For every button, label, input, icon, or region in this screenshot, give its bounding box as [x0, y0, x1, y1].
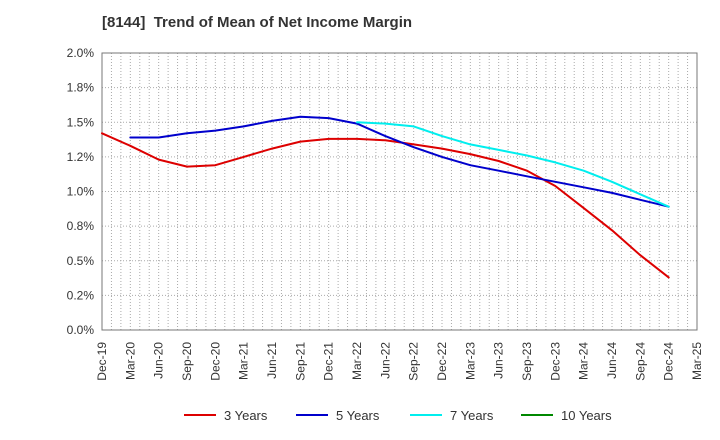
x-tick-label: Mar-22: [350, 342, 364, 380]
y-axis-tick-labels: 0.0% 0.2% 0.5% 0.8% 1.0% 1.2% 1.5% 1.8% 2.0%: [67, 46, 95, 337]
x-tick-label: Jun-23: [492, 342, 506, 379]
x-tick-label: Mar-20: [123, 342, 137, 380]
y-tick-label: 1.2%: [67, 150, 95, 164]
x-axis-tick-labels: Dec-19 Mar-20 Jun-20 Sep-20 Dec-20 Mar-21 Jun-…: [95, 342, 704, 381]
y-tick-label: 0.2%: [67, 288, 95, 302]
series-line-3: [356, 121, 670, 208]
x-tick-label: Mar-23: [463, 342, 477, 380]
x-tick-label: Jun-21: [265, 342, 279, 379]
chart-title: [8144] Trend of Mean of Net Income Margi…: [102, 14, 413, 31]
y-tick-label: 0.8%: [67, 219, 95, 233]
x-tick-label: Dec-23: [548, 342, 562, 381]
y-tick-label: 1.8%: [67, 81, 95, 95]
x-tick-label: Jun-20: [152, 342, 166, 379]
y-tick-label: 2.0%: [67, 46, 95, 60]
x-tick-label: Dec-22: [435, 342, 449, 381]
x-tick-label: Sep-22: [407, 342, 421, 381]
x-tick-label: Jun-24: [605, 342, 619, 379]
x-tick-label: Dec-19: [95, 342, 109, 381]
y-tick-label: 1.5%: [67, 115, 95, 129]
legend-label: 10 Years: [561, 408, 612, 423]
legend-label: 7 Years: [450, 408, 494, 423]
x-tick-label: Mar-24: [577, 342, 591, 380]
y-tick-label: 1.0%: [67, 185, 95, 199]
x-tick-label: Mar-21: [237, 342, 251, 380]
series-line-1: [101, 132, 670, 279]
x-tick-label: Sep-21: [293, 342, 307, 381]
plot-area-frame: [101, 52, 698, 331]
x-tick-label: Jun-22: [378, 342, 392, 379]
x-tick-label: Sep-24: [633, 342, 647, 381]
y-tick-label: 0.0%: [67, 323, 95, 337]
legend-label: 3 Years: [224, 408, 268, 423]
x-tick-label: Mar-25: [690, 342, 704, 380]
series-line-2: [129, 115, 670, 208]
x-tick-label: Sep-23: [520, 342, 534, 381]
x-tick-label: Dec-21: [322, 342, 336, 381]
legend-label: 5 Years: [336, 408, 380, 423]
x-tick-label: Dec-20: [208, 342, 222, 381]
series-lines: [101, 115, 670, 279]
x-tick-label: Dec-24: [662, 342, 676, 381]
x-tick-label: Sep-20: [180, 342, 194, 381]
legend: 3 Years 5 Years 7 Years 10 Years: [184, 408, 612, 423]
y-tick-label: 0.5%: [67, 254, 95, 268]
